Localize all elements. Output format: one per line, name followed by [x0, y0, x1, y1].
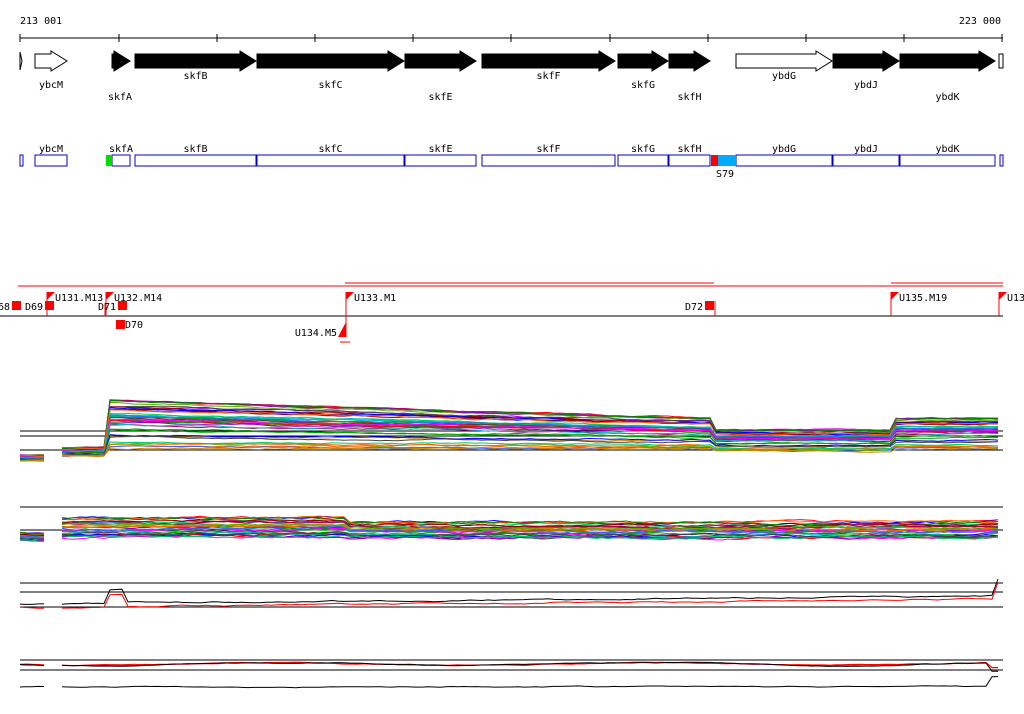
gene-label-skfB: skfB [183, 71, 207, 82]
gene-label-ybdJ: ybdJ [854, 80, 878, 91]
breakpoint-label-U132.M14: U132.M14 [114, 293, 162, 304]
gene-box-label-skfC: skfC [318, 144, 342, 155]
gene-box-label-skfB: skfB [183, 144, 207, 155]
gene-box-skfB[interactable] [134, 154, 257, 167]
down-label-D69: D69 [25, 302, 43, 313]
down-marker-D71[interactable] [118, 301, 127, 310]
gene-arrow-ybdG[interactable] [735, 50, 833, 72]
gene-box-label-ybdK: ybdK [935, 144, 959, 155]
gene-arrow-skfG[interactable] [617, 50, 669, 72]
breakpoint-flag-2[interactable] [346, 292, 354, 300]
box-edge-left [19, 154, 24, 167]
gene-box-label-ybdJ: ybdJ [854, 144, 878, 155]
gene-label-skfE: skfE [428, 92, 452, 103]
gene-box-label-ybcM: ybcM [39, 144, 63, 155]
gene-box-ybdJ[interactable] [832, 154, 900, 167]
gene-label-skfG: skfG [631, 80, 655, 91]
segmentation-track: U131.M13 U132.M14 U133.M1 U135.M19 U13 U134.M… [0, 282, 1024, 343]
down-marker-D69[interactable] [45, 301, 54, 310]
gene-box-label-skfE: skfE [428, 144, 452, 155]
gene-box-label-ybdG: ybdG [772, 144, 796, 155]
gene-box-label-skfG: skfG [631, 144, 655, 155]
gene-arrow-track: ybcM skfA skfB skfC skfE skfF skfG skfH ybdG ybdJ… [19, 50, 1004, 103]
breakpoint-flag-0[interactable] [47, 292, 55, 300]
breakpoint-label-U13: U13 [1007, 293, 1024, 304]
site-marker-red [711, 155, 718, 166]
gene-arrow-skfH[interactable] [668, 50, 711, 72]
gene-label-skfF: skfF [536, 71, 560, 82]
gene-box-ybdK[interactable] [899, 154, 996, 167]
gene-label-ybcM: ybcM [39, 80, 63, 91]
gene-box-skfH[interactable] [668, 154, 711, 167]
expression-track-all [19, 399, 1003, 462]
gene-label-skfC: skfC [318, 80, 342, 91]
breakpoint-label-U134.M5: U134.M5 [295, 328, 337, 339]
gene-box-label-skfH: skfH [677, 144, 701, 155]
expression-track-red-black [19, 578, 1003, 609]
gene-box-ybcM[interactable] [34, 154, 68, 167]
gene-label-ybdK: ybdK [935, 92, 959, 103]
coordinate-ruler: 213 001 223 000 [19, 16, 1003, 42]
edge-gene-left [19, 51, 23, 71]
ruler-end-label: 223 000 [959, 16, 1001, 27]
gene-box-skfG[interactable] [617, 154, 669, 167]
down-label-D70: D70 [125, 320, 143, 331]
gene-box-label-skfA: skfA [109, 144, 133, 155]
ruler-start-label: 213 001 [20, 16, 62, 27]
breakpoint-flag-4[interactable] [999, 292, 1007, 300]
down-marker-D72[interactable] [705, 301, 714, 310]
gene-arrow-skfA[interactable] [111, 50, 131, 72]
edge-gene-right [998, 53, 1004, 69]
gene-arrow-ybdK[interactable] [899, 50, 996, 72]
gene-arrow-skfB[interactable] [134, 50, 257, 72]
ruler-ticks [19, 34, 1003, 42]
down-label-D71: D71 [98, 302, 116, 313]
gene-arrow-skfC[interactable] [256, 50, 405, 72]
site-marker-blue [718, 155, 736, 166]
expression-track-bottom [19, 659, 1003, 689]
gene-box-label-skfF: skfF [536, 144, 560, 155]
expression-track-derivative [19, 506, 1003, 543]
breakpoint-label-U133.M1: U133.M1 [354, 293, 396, 304]
box-edge-right [999, 154, 1004, 167]
gene-arrow-ybdJ[interactable] [832, 50, 900, 72]
gene-box-ybdG[interactable] [735, 154, 833, 167]
down-marker-68[interactable] [12, 301, 21, 310]
gene-box-skfC[interactable] [256, 154, 405, 167]
breakpoint-label-U131.M13: U131.M13 [55, 293, 103, 304]
gene-label-ybdG: ybdG [772, 71, 796, 82]
gene-box-track: S79 ybcM skfA skfB skfC skfE skfF skfG skfH ybdG… [19, 144, 1004, 180]
down-label-68: 68 [0, 302, 10, 313]
gene-label-skfA: skfA [108, 92, 132, 103]
gene-arrow-skfF[interactable] [481, 50, 616, 72]
gene-arrow-skfE[interactable] [404, 50, 477, 72]
breakpoint-flag-1[interactable] [106, 292, 114, 300]
gene-box-skfA[interactable] [111, 154, 131, 167]
gene-arrow-ybcM[interactable] [34, 50, 68, 72]
down-marker-D70[interactable] [116, 320, 125, 329]
gene-box-skfF[interactable] [481, 154, 616, 167]
breakpoint-flag-3[interactable] [891, 292, 899, 300]
gene-label-skfH: skfH [677, 92, 701, 103]
gene-box-skfE[interactable] [404, 154, 477, 167]
breakpoint-label-U135.M19: U135.M19 [899, 293, 947, 304]
green-start-marker [106, 155, 112, 166]
site-marker-label: S79 [716, 169, 734, 180]
down-label-D72: D72 [685, 302, 703, 313]
